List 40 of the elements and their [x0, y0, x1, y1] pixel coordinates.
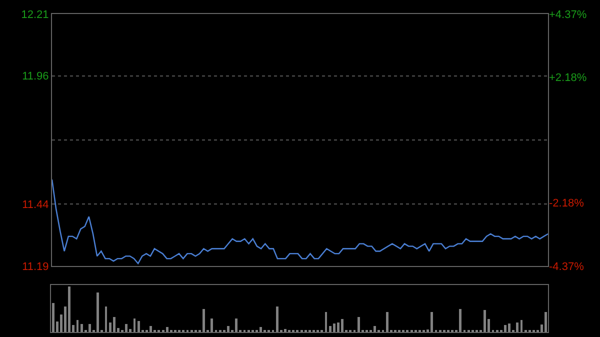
y2-tick-label: -2.18% — [549, 198, 584, 210]
y-tick-label: 11.19 — [22, 260, 49, 273]
y2-tick-label: +4.37% — [549, 8, 587, 21]
bar — [260, 326, 262, 332]
bar — [504, 325, 506, 332]
bar — [328, 326, 332, 332]
bar — [374, 326, 376, 332]
bar — [150, 326, 152, 332]
bar — [516, 322, 519, 332]
bar — [52, 302, 54, 332]
bar — [284, 328, 286, 332]
bar — [235, 318, 238, 332]
bar — [137, 321, 140, 332]
bar — [226, 326, 230, 332]
bar — [276, 306, 278, 332]
bar — [202, 309, 205, 332]
bar — [88, 324, 91, 332]
y2-tick-label: -4.37% — [549, 260, 584, 273]
bar — [459, 309, 462, 332]
bar — [332, 323, 336, 332]
bar — [336, 322, 340, 332]
y-tick-label: 12.21 — [21, 8, 49, 21]
bar — [544, 312, 548, 332]
bar — [166, 326, 168, 332]
bar — [112, 316, 116, 332]
bar — [484, 310, 486, 332]
bar — [386, 312, 388, 332]
line-series — [52, 178, 548, 264]
y-tick-label: 11.96 — [22, 70, 49, 83]
y2-tick-label: +2.18% — [549, 72, 587, 84]
bar — [125, 324, 128, 332]
bar — [210, 318, 214, 332]
bar — [80, 324, 83, 332]
bar — [341, 318, 344, 332]
bar — [430, 312, 434, 332]
y-tick-label: 11.44 — [22, 199, 49, 212]
bar — [508, 323, 511, 332]
bar — [357, 316, 360, 332]
bar — [68, 286, 71, 332]
bar — [96, 292, 100, 332]
